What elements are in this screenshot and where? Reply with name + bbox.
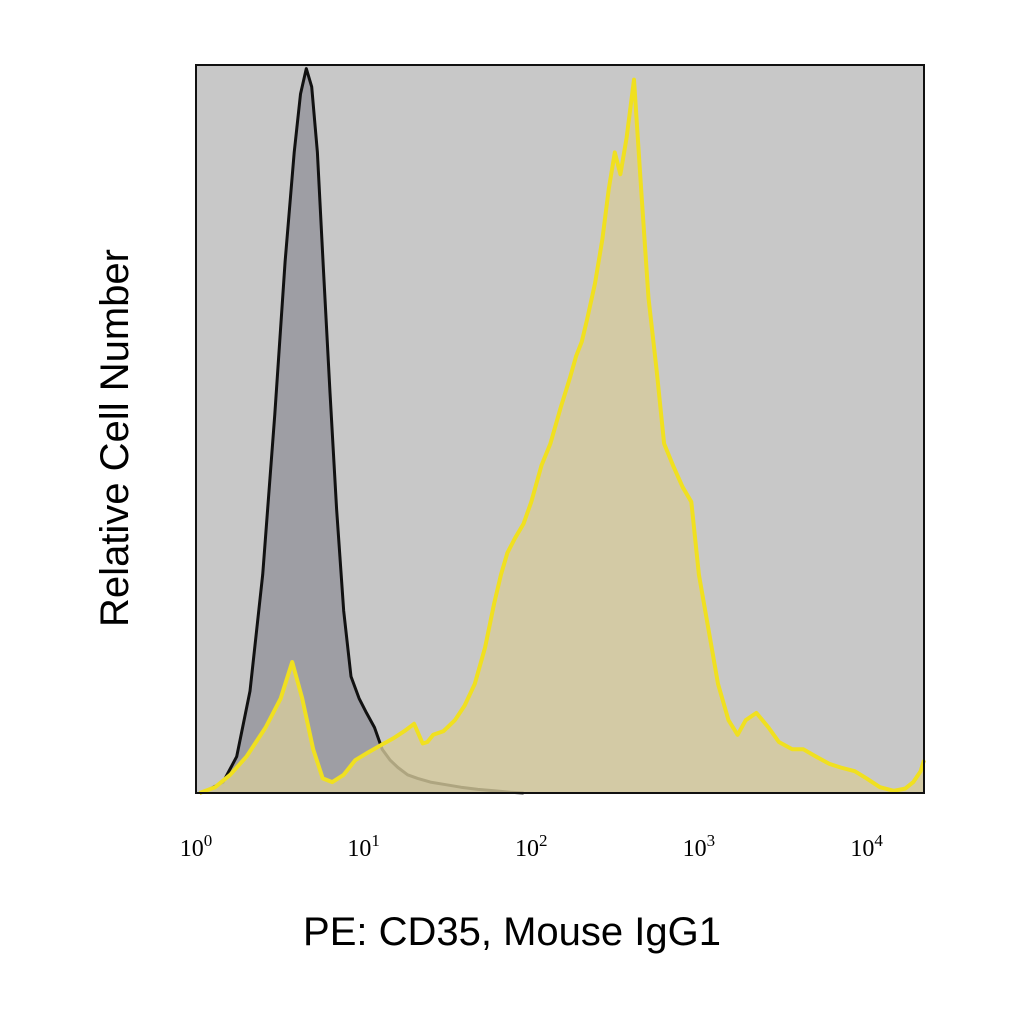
series-1-line bbox=[198, 77, 926, 795]
x-axis-label: PE: CD35, Mouse IgG1 bbox=[303, 910, 721, 954]
series-1-fill bbox=[199, 79, 925, 794]
x-tick-label: 104 bbox=[850, 831, 883, 862]
x-tick-label: 103 bbox=[683, 831, 716, 862]
x-tick-labels: 100 101 102 103 104 bbox=[180, 831, 884, 862]
series-0-fill bbox=[209, 68, 524, 794]
series-layer bbox=[198, 67, 926, 795]
y-axis-label: Relative Cell Number bbox=[93, 249, 137, 627]
x-tick-label: 101 bbox=[347, 831, 380, 862]
x-tick-label: 102 bbox=[515, 831, 548, 862]
x-tick-label: 100 bbox=[180, 831, 213, 862]
plot-frame bbox=[195, 64, 925, 794]
